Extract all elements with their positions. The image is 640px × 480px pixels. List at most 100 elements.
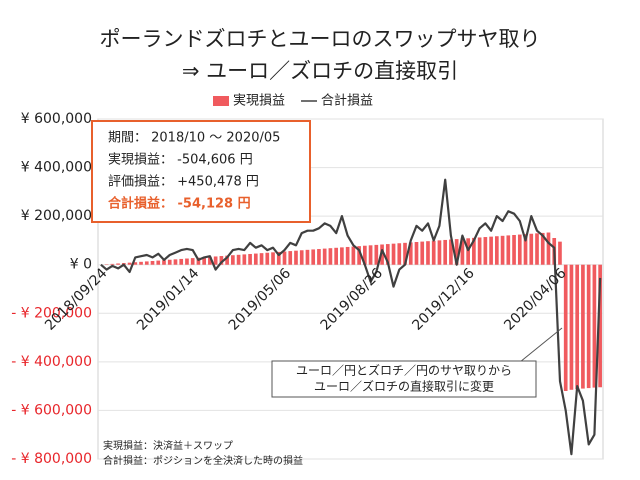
info-box — [91, 120, 311, 223]
bar — [385, 244, 390, 265]
bar — [592, 264, 597, 388]
bar — [259, 253, 264, 265]
bar — [219, 256, 224, 265]
line — [100, 178, 602, 456]
bar — [374, 244, 379, 265]
legend-label: 実現損益 — [233, 93, 285, 109]
bar — [500, 235, 505, 265]
callout-box — [271, 360, 537, 398]
bar — [391, 243, 396, 265]
bar — [167, 259, 172, 265]
bar — [116, 263, 120, 265]
y-tick-label: - ¥ 200,000 — [11, 305, 92, 321]
bar — [477, 237, 482, 265]
y-tick-label: - ¥ 400,000 — [11, 354, 92, 370]
bar — [305, 249, 310, 265]
bar — [449, 239, 453, 265]
y-tick-label: ¥ 0 — [70, 257, 92, 273]
bar — [426, 241, 430, 265]
bar — [196, 257, 201, 265]
bar — [340, 247, 344, 265]
bar — [397, 243, 402, 265]
bar — [529, 233, 534, 265]
bar — [598, 264, 602, 388]
bar — [173, 259, 178, 265]
bar — [363, 245, 367, 265]
bar — [328, 248, 333, 265]
bar — [443, 239, 448, 265]
info-text: 評価損益： +450,478 円 — [108, 175, 259, 190]
bar — [202, 257, 207, 265]
info-text: 期間： 2018/10 ～ 2020/05 — [108, 131, 280, 146]
callout-text: ユーロ／円とズロチ／円のサヤ取りから — [296, 363, 512, 378]
bar — [357, 246, 361, 265]
bar — [236, 254, 241, 265]
bar — [294, 250, 298, 265]
bar — [110, 263, 115, 265]
bar — [162, 260, 166, 265]
y-tick-label: ¥ 600,000 — [21, 111, 92, 127]
bar — [546, 232, 551, 265]
bar — [586, 264, 591, 389]
callout-text: ユーロ／ズロチの直接取引に変更 — [314, 379, 494, 394]
bar — [311, 249, 316, 265]
bar — [334, 247, 338, 265]
bar — [523, 234, 528, 265]
bar — [150, 260, 155, 265]
bar — [512, 234, 516, 265]
bar — [483, 237, 488, 265]
footnote: 実現損益：決済益＋スワップ — [103, 439, 233, 452]
bar — [213, 256, 218, 265]
bar — [403, 242, 407, 265]
bar — [569, 264, 574, 390]
bar — [368, 245, 373, 265]
bar — [517, 234, 522, 265]
bar — [420, 241, 425, 265]
bar — [506, 235, 511, 265]
bar — [351, 246, 356, 265]
bar — [276, 251, 281, 265]
bar — [322, 248, 327, 265]
legend-swatch — [213, 96, 229, 106]
bar — [231, 255, 235, 265]
callout-pointer — [519, 327, 563, 363]
bar — [190, 258, 195, 265]
bar — [581, 264, 585, 389]
bar — [380, 244, 384, 265]
bar — [242, 254, 247, 265]
bar — [575, 264, 580, 390]
bar — [437, 240, 442, 265]
bar — [208, 256, 212, 265]
bar — [408, 242, 413, 265]
bar — [489, 236, 493, 265]
info-text: 合計損益： -54,128 円 — [108, 196, 251, 212]
bar — [466, 238, 470, 265]
bar — [225, 255, 229, 265]
footnote: 合計損益：ポジションを全決済した時の損益 — [103, 454, 303, 467]
bar — [288, 251, 293, 265]
bar — [265, 252, 270, 265]
bar — [253, 253, 258, 265]
info-text: 実現損益： -504,606 円 — [108, 152, 253, 168]
bar — [139, 261, 143, 265]
bar — [144, 261, 149, 265]
bar — [282, 251, 287, 265]
y-tick-label: ¥ 400,000 — [21, 160, 92, 176]
bar — [317, 249, 321, 265]
bar — [540, 232, 545, 265]
bar — [248, 253, 252, 265]
bar — [563, 264, 568, 391]
bar — [127, 262, 132, 265]
bar — [345, 246, 350, 265]
bar — [535, 233, 539, 265]
bar — [271, 252, 275, 265]
y-tick-label: - ¥ 600,000 — [11, 402, 92, 418]
chart-title: ポーランドズロチとユーロのスワップサヤ取り — [100, 27, 541, 51]
y-tick-label: - ¥ 800,000 — [11, 451, 92, 467]
bar — [133, 262, 138, 265]
bar — [414, 242, 419, 265]
bar — [460, 238, 465, 265]
bar — [179, 258, 184, 265]
legend-label: 合計損益 — [321, 93, 373, 109]
